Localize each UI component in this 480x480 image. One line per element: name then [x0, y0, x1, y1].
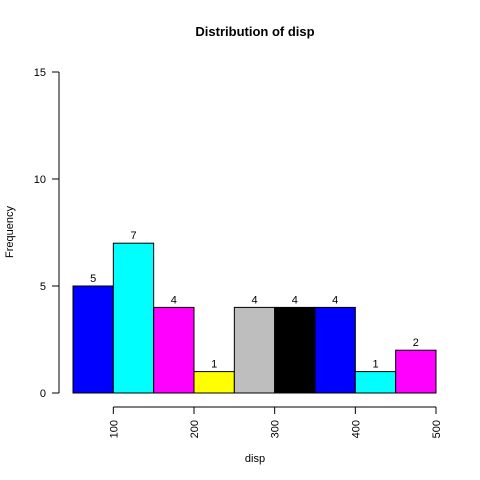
bar-label-4: 1 [211, 359, 217, 371]
y-tick-label-5: 5 [40, 281, 46, 293]
chart-title: Distribution of disp [195, 24, 314, 39]
bar-label-9: 2 [413, 337, 419, 349]
y-axis: 0 5 10 15 [34, 67, 59, 400]
bars-group [73, 243, 436, 393]
bar-label-3: 4 [171, 294, 177, 306]
bar-5 [234, 307, 274, 393]
y-tick-label-15: 15 [34, 67, 46, 79]
bar-4 [194, 372, 234, 393]
y-axis-label: Frequency [4, 206, 16, 258]
bar-9 [396, 350, 436, 393]
bar-label-8: 1 [372, 359, 378, 371]
bar-6 [275, 307, 315, 393]
bar-label-5: 4 [251, 294, 257, 306]
x-tick-label-300: 300 [270, 420, 282, 438]
y-tick-label-10: 10 [34, 174, 46, 186]
x-tick-label-500: 500 [431, 420, 443, 438]
bar-7 [315, 307, 355, 393]
bar-3 [154, 307, 194, 393]
x-tick-label-100: 100 [108, 420, 120, 438]
bar-label-7: 4 [332, 294, 338, 306]
x-tick-label-200: 200 [189, 420, 201, 438]
y-tick-label-0: 0 [40, 388, 46, 400]
bar-1 [73, 286, 113, 393]
bar-8 [355, 372, 395, 393]
bar-2 [113, 243, 153, 393]
x-axis: 100 200 300 400 500 [108, 407, 443, 438]
bar-label-1: 5 [90, 273, 96, 285]
x-axis-label: disp [245, 453, 265, 465]
x-tick-label-400: 400 [350, 420, 362, 438]
bar-label-2: 7 [130, 230, 136, 242]
bar-label-6: 4 [292, 294, 298, 306]
